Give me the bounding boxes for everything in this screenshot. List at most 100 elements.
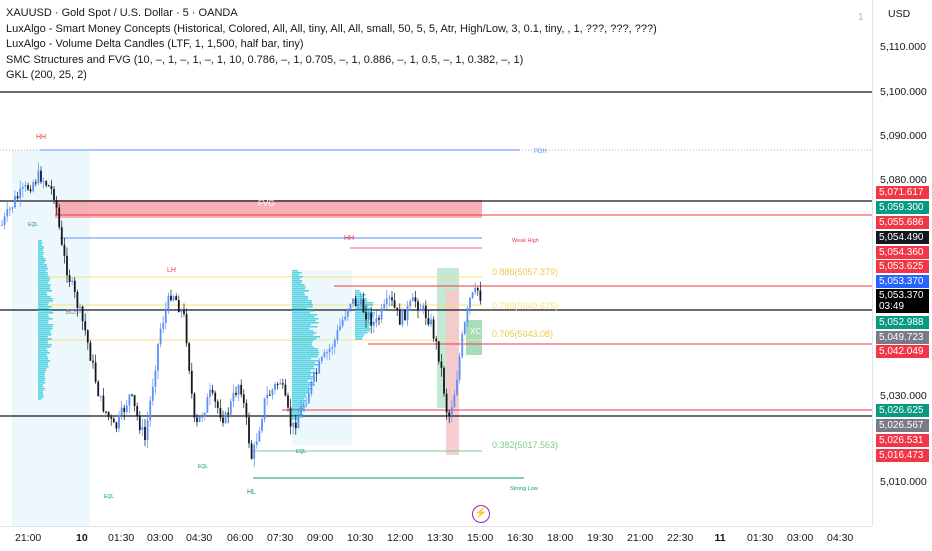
time-axis[interactable] bbox=[0, 526, 872, 551]
label-ob: XC bbox=[470, 327, 481, 336]
candle-body bbox=[224, 412, 227, 423]
candle-body bbox=[281, 383, 284, 385]
candle-body bbox=[328, 348, 331, 353]
time-tick-label: 21:00 bbox=[627, 532, 654, 544]
volume-profile-bar bbox=[355, 336, 363, 338]
time-tick-label: 12:00 bbox=[387, 532, 414, 544]
volume-profile-bar bbox=[38, 282, 48, 284]
candle-body bbox=[378, 318, 380, 320]
candle-body bbox=[42, 181, 45, 183]
candle-body bbox=[310, 381, 313, 394]
volume-profile-bar bbox=[292, 354, 319, 356]
volume-profile-bar bbox=[292, 330, 314, 332]
candle-body bbox=[357, 304, 360, 306]
volume-profile-bar bbox=[292, 362, 316, 364]
candle-body bbox=[240, 384, 243, 395]
volume-profile-bar bbox=[355, 326, 370, 328]
indicator-smc[interactable]: LuxAlgo - Smart Money Concepts (Historic… bbox=[6, 22, 657, 35]
volume-profile-bar bbox=[292, 318, 319, 320]
candle-body bbox=[479, 290, 482, 301]
ob-zone-green-small bbox=[466, 320, 482, 355]
lightning-icon[interactable]: ⚡ bbox=[472, 505, 490, 523]
volume-profile-bar bbox=[292, 338, 317, 340]
volume-profile-bar bbox=[38, 364, 48, 366]
volume-profile-bar bbox=[38, 312, 54, 314]
candle-body bbox=[318, 361, 321, 374]
candle-body bbox=[211, 389, 214, 393]
candle-body bbox=[157, 343, 159, 371]
price-tag: 5,052.988 bbox=[876, 316, 929, 329]
volume-profile-bar bbox=[355, 316, 375, 318]
candle-body bbox=[393, 300, 396, 308]
currency-label[interactable]: USD bbox=[888, 8, 911, 20]
volume-profile-bar bbox=[292, 280, 303, 282]
candle-body bbox=[344, 316, 347, 320]
candle-body bbox=[123, 407, 126, 412]
volume-profile-bar bbox=[38, 352, 50, 354]
candle-body bbox=[463, 322, 466, 335]
volume-profile-bar bbox=[38, 264, 48, 266]
volume-profile-bar bbox=[292, 298, 308, 300]
label-eql-1: EQL bbox=[28, 222, 38, 228]
candle-body bbox=[227, 412, 230, 415]
volume-profile-bar bbox=[292, 324, 311, 326]
candle-body bbox=[24, 185, 27, 187]
volume-profile-bar bbox=[38, 378, 46, 380]
volume-profile-bar bbox=[38, 294, 48, 296]
label-fib-786: 0.786(5049.675) bbox=[492, 301, 558, 311]
candle-body bbox=[110, 417, 113, 419]
candle-body bbox=[198, 416, 201, 422]
time-tick-label: 22:30 bbox=[667, 532, 694, 544]
price-tag: 5,055.686 bbox=[876, 216, 929, 229]
candle-body bbox=[315, 372, 318, 374]
time-tick-label: 15:00 bbox=[467, 532, 494, 544]
candle-body bbox=[297, 416, 300, 429]
candle-body bbox=[27, 185, 29, 190]
volume-profile-bar bbox=[38, 324, 53, 326]
price-tick-label: 5,090.000 bbox=[880, 130, 927, 142]
candle-body bbox=[99, 395, 102, 397]
volume-profile-bar bbox=[38, 332, 51, 334]
label-eql-3: EQL bbox=[296, 449, 306, 455]
volume-profile-bar bbox=[292, 276, 303, 278]
indicator-volume-delta[interactable]: LuxAlgo - Volume Delta Candles (LTF, 1, … bbox=[6, 38, 304, 50]
label-pdh: PDH bbox=[534, 149, 547, 155]
time-tick-label: 10 bbox=[76, 532, 88, 544]
indicator-smc-fvg[interactable]: SMC Structures and FVG (10, –, 1, –, 1, … bbox=[6, 53, 524, 66]
label-hl: HL bbox=[247, 489, 256, 496]
candle-body bbox=[456, 379, 458, 396]
candle-body bbox=[136, 406, 139, 416]
symbol-title[interactable]: XAUUSD · Gold Spot / U.S. Dollar · 5 · O… bbox=[6, 7, 238, 19]
time-tick-label: 01:30 bbox=[108, 532, 135, 544]
price-tag: 5,026.625 bbox=[876, 404, 929, 417]
volume-profile-bar bbox=[292, 312, 310, 314]
candle-body bbox=[380, 308, 383, 320]
volume-profile-bar bbox=[38, 322, 49, 324]
volume-profile-bar bbox=[38, 270, 47, 272]
volume-profile-bar bbox=[38, 356, 48, 358]
volume-profile-bar bbox=[292, 272, 302, 274]
volume-profile-bar bbox=[38, 254, 43, 256]
candle-body bbox=[162, 322, 165, 329]
volume-profile-bar bbox=[38, 334, 52, 336]
candle-body bbox=[107, 411, 110, 418]
volume-profile-bar bbox=[38, 290, 52, 292]
volume-profile-bar bbox=[292, 370, 311, 372]
candle-body bbox=[453, 395, 456, 408]
candle-body bbox=[375, 318, 378, 323]
label-lh: LH bbox=[167, 267, 176, 274]
volume-profile-bar bbox=[355, 324, 373, 326]
volume-profile-bar bbox=[292, 412, 300, 414]
volume-profile-bar bbox=[38, 296, 51, 298]
volume-profile-bar bbox=[292, 388, 313, 390]
indicator-gkl[interactable]: GKL (200, 25, 2) bbox=[6, 69, 87, 81]
volume-profile-bar bbox=[355, 338, 362, 340]
volume-profile-bar bbox=[38, 344, 52, 346]
candle-body bbox=[331, 347, 334, 349]
candle-body bbox=[86, 330, 89, 343]
volume-profile-bar bbox=[292, 326, 318, 328]
candle-body bbox=[250, 443, 253, 459]
candle-body bbox=[294, 422, 297, 429]
volume-profile-bar bbox=[38, 348, 47, 350]
